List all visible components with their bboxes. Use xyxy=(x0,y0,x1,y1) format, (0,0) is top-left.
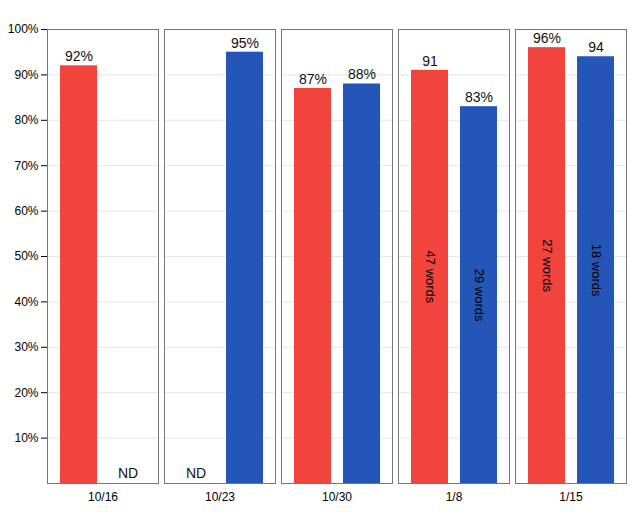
svg-text:70%: 70% xyxy=(14,159,38,173)
svg-text:ND: ND xyxy=(118,465,138,481)
svg-text:83%: 83% xyxy=(465,89,493,105)
svg-text:60%: 60% xyxy=(14,204,38,218)
svg-text:10/30: 10/30 xyxy=(322,490,352,504)
svg-text:10/16: 10/16 xyxy=(88,490,118,504)
svg-text:10%: 10% xyxy=(14,431,38,445)
svg-text:27 words: 27 words xyxy=(540,239,555,292)
svg-text:10/23: 10/23 xyxy=(205,490,235,504)
svg-text:29 words: 29 words xyxy=(472,269,487,322)
svg-text:88%: 88% xyxy=(348,66,376,82)
svg-text:92%: 92% xyxy=(65,48,93,64)
svg-text:47 words: 47 words xyxy=(423,251,438,304)
svg-text:40%: 40% xyxy=(14,295,38,309)
svg-text:87%: 87% xyxy=(299,71,327,87)
svg-text:18 words: 18 words xyxy=(589,244,604,297)
svg-text:91: 91 xyxy=(422,53,438,69)
svg-text:30%: 30% xyxy=(14,340,38,354)
svg-text:94: 94 xyxy=(588,39,604,55)
svg-text:1/15: 1/15 xyxy=(559,490,583,504)
svg-text:95%: 95% xyxy=(231,35,259,51)
svg-text:80%: 80% xyxy=(14,113,38,127)
svg-text:90%: 90% xyxy=(14,68,38,82)
svg-text:ND: ND xyxy=(186,465,206,481)
svg-text:50%: 50% xyxy=(14,249,38,263)
svg-text:96%: 96% xyxy=(533,30,561,46)
svg-text:20%: 20% xyxy=(14,386,38,400)
svg-text:100%: 100% xyxy=(8,22,39,36)
svg-text:1/8: 1/8 xyxy=(446,490,463,504)
